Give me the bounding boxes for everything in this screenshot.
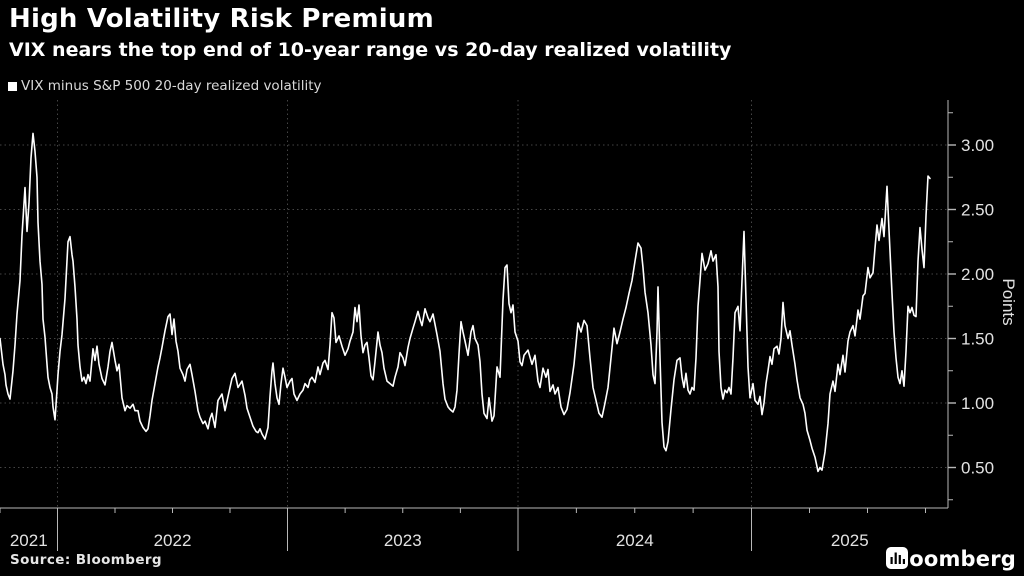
chart-legend: VIX minus S&P 500 20-day realized volati…: [8, 78, 322, 94]
y-tick-label: 0.50: [961, 459, 994, 478]
bloomberg-chart-bubble-icon: [885, 547, 908, 569]
legend-label: VIX minus S&P 500 20-day realized volati…: [21, 78, 322, 94]
bloomberg-logo: Bloomberg: [885, 547, 1016, 571]
page-title: High Volatility Risk Premium: [9, 4, 434, 34]
x-year-label: 2023: [384, 531, 422, 550]
y-tick-label: 2.50: [961, 201, 994, 220]
y-tick-label: 2.00: [961, 265, 994, 284]
source-credit: Source: Bloomberg: [10, 552, 162, 568]
vix-premium-line-series: [0, 132, 931, 473]
y-axis-title: Points: [999, 278, 1018, 325]
x-year-label: 2021: [10, 531, 48, 550]
x-year-label: 2022: [154, 531, 192, 550]
y-tick-label: 3.00: [961, 136, 994, 155]
y-tick-label: 1.50: [961, 330, 994, 349]
x-year-label: 2025: [831, 531, 869, 550]
chart-subtitle: VIX nears the top end of 10-year range v…: [9, 39, 732, 61]
legend-swatch-icon: [8, 81, 17, 91]
y-tick-label: 1.00: [961, 394, 994, 413]
x-year-label: 2024: [616, 531, 654, 550]
